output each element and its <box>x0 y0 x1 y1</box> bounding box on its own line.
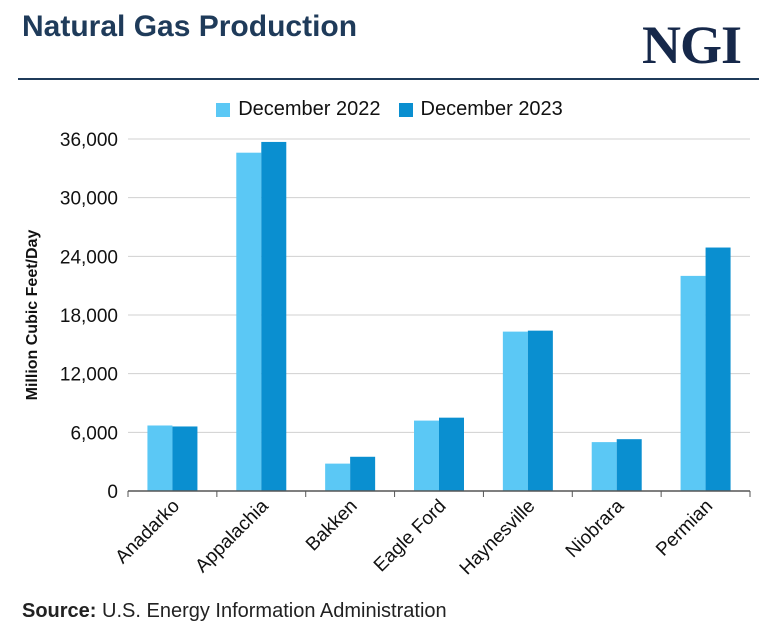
x-tick-label: Eagle Ford <box>370 496 451 577</box>
legend-label-dec-2022: December 2022 <box>238 98 381 120</box>
legend-swatch-dec-2022 <box>216 102 231 117</box>
bar-dec-2023 <box>705 247 731 491</box>
chart-title: Natural Gas Production <box>22 10 358 43</box>
source-text: U.S. Energy Information Administration <box>102 600 447 622</box>
bar-dec-2022 <box>147 425 173 491</box>
y-tick-label: 36,000 <box>60 130 118 151</box>
bar-dec-2023 <box>350 456 376 491</box>
y-axis-title: Million Cubic Feet/Day <box>24 230 41 401</box>
y-tick-label: 6,000 <box>70 423 118 444</box>
y-tick-label: 24,000 <box>60 247 118 268</box>
x-tick-label: Anadarko <box>112 496 184 568</box>
y-tick-label: 30,000 <box>60 189 118 210</box>
bar-dec-2022 <box>236 152 262 491</box>
bar-dec-2023 <box>527 330 553 491</box>
ngi-logo: NGI <box>641 15 742 75</box>
bar-dec-2022 <box>325 463 351 491</box>
bar-dec-2022 <box>591 442 617 491</box>
source-note: Source: U.S. Energy Information Administ… <box>22 600 447 623</box>
y-tick-label: 12,000 <box>60 365 118 386</box>
x-tick-label: Bakken <box>302 496 362 556</box>
x-tick-label: Appalachia <box>191 495 273 577</box>
bar-dec-2022 <box>680 275 706 491</box>
x-tick-label: Niobrara <box>562 495 629 562</box>
chart-legend: December 2022 December 2023 <box>0 98 779 121</box>
y-tick-label: 0 <box>107 482 118 503</box>
bar-dec-2023 <box>616 439 642 491</box>
bar-dec-2023 <box>172 426 198 491</box>
x-tick-label: Haynesville <box>456 496 540 580</box>
bar-dec-2022 <box>502 331 528 491</box>
bar-dec-2023 <box>439 417 464 491</box>
legend-item-dec-2022: December 2022 <box>216 98 381 121</box>
y-tick-label: 18,000 <box>60 306 118 327</box>
title-divider <box>18 78 759 80</box>
x-tick-label: Permian <box>652 496 717 561</box>
bar-dec-2022 <box>414 420 439 491</box>
legend-item-dec-2023: December 2023 <box>398 98 563 121</box>
legend-label-dec-2023: December 2023 <box>420 98 563 120</box>
source-label: Source: <box>22 600 97 622</box>
legend-swatch-dec-2023 <box>398 102 413 117</box>
bar-dec-2023 <box>261 141 287 491</box>
